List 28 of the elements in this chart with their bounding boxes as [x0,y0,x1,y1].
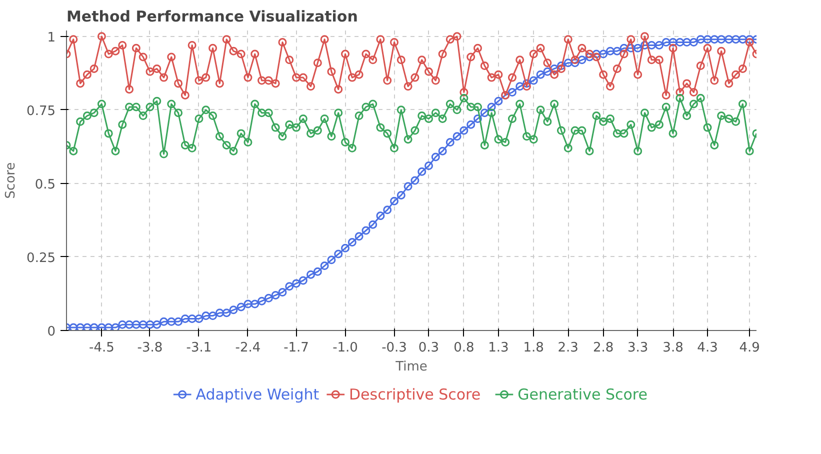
y-tick-label: 0.25 [26,250,56,266]
x-tick-label: -0.3 [382,340,407,356]
x-tick-label: 1.8 [523,340,544,356]
chart-title: Method Performance Visualization [66,8,358,26]
x-tick-label: -3.8 [137,340,163,356]
x-tick-label: 3.3 [627,340,648,356]
y-tick-label: 0.75 [26,104,56,119]
x-tick-label: -2.4 [235,340,261,356]
x-tick-label: 0.3 [418,340,440,356]
y-tick-label: 1 [47,30,56,46]
x-tick-label: 1.3 [488,340,509,356]
x-tick-label: 4.9 [739,340,760,356]
x-tick-label: 3.8 [662,340,684,356]
legend-label: Generative Score [518,386,648,404]
legend-label: Descriptive Score [348,386,481,404]
y-tick-label: 0.5 [34,177,56,192]
x-tick-label: -1.7 [284,340,309,356]
y-tick-label: 0 [47,324,56,340]
legend-label: Adaptive Weight [196,386,320,404]
x-tick-label: 4.3 [697,340,718,356]
y-axis-title: Score [4,162,19,199]
x-tick-label: 2.3 [558,340,578,356]
x-axis-title: Time [394,360,428,374]
x-tick-label: -1.0 [332,340,358,356]
x-tick-label: 0.8 [454,340,474,356]
x-tick-label: 2.8 [592,340,614,356]
x-tick-label: -3.1 [186,340,212,356]
x-tick-label: -4.5 [89,340,114,356]
